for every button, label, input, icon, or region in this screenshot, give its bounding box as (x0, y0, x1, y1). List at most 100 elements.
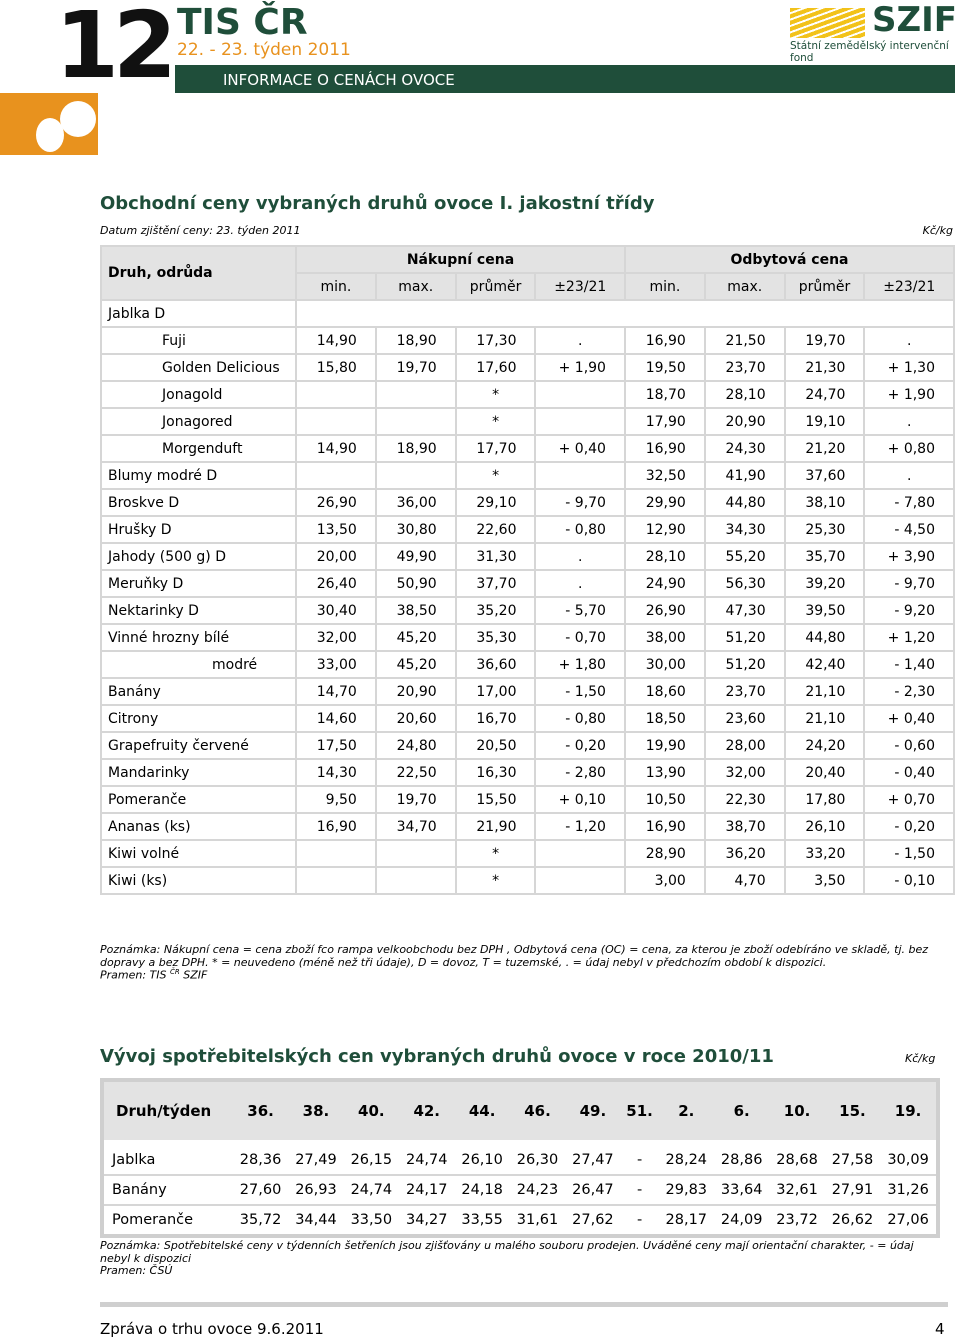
row: Jonagold * 18,70 28,10 24,70 + 1,90 (100, 380, 955, 409)
subhead: max. (374, 272, 457, 301)
cell: 42,40 (783, 650, 866, 679)
cell: 51,20 (703, 650, 786, 679)
cell: 16,90 (295, 812, 377, 841)
cell: 51,20 (703, 623, 786, 652)
cell: 37,60 (783, 461, 866, 490)
week: 38. (288, 1080, 344, 1140)
cell: 27,49 (288, 1140, 344, 1176)
source: SZIF (183, 968, 208, 982)
week: 6. (713, 1080, 770, 1140)
cell: 17,60 (454, 353, 537, 382)
cell: 18,50 (623, 704, 706, 733)
week: 19. (880, 1080, 938, 1140)
cell: 28,24 (658, 1140, 714, 1176)
cell: 35,20 (454, 596, 537, 625)
cell: 44,80 (783, 623, 866, 652)
cell: 20,90 (703, 407, 786, 436)
cell: 32,00 (295, 623, 377, 652)
cell: 16,30 (454, 758, 537, 787)
cell: 19,70 (374, 353, 457, 382)
row: Vinné hrozny bílé 32,00 45,20 35,30- 0,70 38… (100, 623, 955, 652)
row: Blumy modré D * 32,50 41,90 37,60. (100, 461, 955, 490)
cell: - 0,80 (534, 515, 626, 544)
cell: 24,90 (623, 569, 706, 598)
cell: 24,74 (343, 1175, 400, 1206)
brand: TIS ČR (177, 2, 308, 43)
cell: 21,10 (783, 677, 866, 706)
cell: 17,00 (454, 677, 537, 706)
cell: . (534, 542, 626, 571)
cell: 18,60 (623, 677, 706, 706)
cell: - 0,60 (863, 731, 955, 760)
cell: 13,90 (623, 758, 706, 787)
table1-note: Poznámka: Nákupní cena = cena zboží fco … (100, 943, 929, 969)
cell: . (863, 407, 955, 436)
cell: 15,80 (295, 353, 377, 382)
table2-source: Pramen: ČSÚ (100, 1264, 173, 1277)
header-bar: INFORMACE O CENÁCH OVOCE (175, 65, 955, 93)
name: Vinné hrozny bílé (100, 623, 297, 652)
cell: 15,50 (454, 785, 537, 814)
cell: 3,00 (623, 866, 706, 895)
name: Nektarinky D (100, 596, 297, 625)
row: Golden Delicious 15,80 19,70 17,60 + 1,90 19,… (100, 353, 955, 382)
cell: 21,20 (783, 434, 866, 463)
name: Jonagold (100, 380, 297, 409)
cell: 19,70 (374, 785, 457, 814)
week: 42. (399, 1080, 455, 1140)
cell: + 1,90 (863, 380, 955, 409)
cell: 3,50 (783, 866, 866, 895)
cell: . (534, 569, 626, 598)
cell: 21,30 (783, 353, 866, 382)
name: Morgenduft (100, 434, 297, 463)
group-head: Nákupní cena (295, 245, 626, 274)
cell: 24,80 (374, 731, 457, 760)
cell: 41,90 (703, 461, 786, 490)
week: 51. (620, 1080, 659, 1140)
cell: 36,60 (454, 650, 537, 679)
cell: . (863, 326, 955, 355)
table1-source: Pramen: TIS ČR SZIF (100, 968, 207, 982)
cell: 20,00 (295, 542, 377, 571)
cell: - 0,20 (863, 812, 955, 841)
cell: + 1,30 (863, 353, 955, 382)
cell: + 0,80 (863, 434, 955, 463)
unit: Kč/kg (905, 1052, 936, 1065)
name: Jablka D (100, 299, 297, 328)
cell: - 9,20 (863, 596, 955, 625)
cell: - 5,70 (534, 596, 626, 625)
cell: * (454, 866, 537, 895)
week: 2. (658, 1080, 714, 1140)
cell: - 9,70 (863, 569, 955, 598)
name: Jahody (500 g) D (100, 542, 297, 571)
cell: 47,30 (703, 596, 786, 625)
cell: 17,80 (783, 785, 866, 814)
cell: + 0,40 (534, 434, 626, 463)
cell: 38,00 (623, 623, 706, 652)
cell: + 0,40 (863, 704, 955, 733)
cell: 33,55 (454, 1205, 510, 1237)
subhead: ±23/21 (863, 272, 955, 301)
group-head: Odbytová cena (623, 245, 956, 274)
cell: 38,70 (703, 812, 786, 841)
row: Jablka 28,36 27,49 26,15 24,74 26,10 26,30 27,4… (102, 1140, 938, 1176)
cell: 36,20 (703, 839, 786, 868)
cell: 18,90 (374, 434, 457, 463)
cell: 29,10 (454, 488, 537, 517)
name: Golden Delicious (100, 353, 297, 382)
cell: 32,61 (769, 1175, 825, 1206)
cell: 31,61 (509, 1205, 566, 1237)
cell: 28,90 (623, 839, 706, 868)
cell: 19,70 (783, 326, 866, 355)
cell: 26,90 (623, 596, 706, 625)
fruit-svg (36, 101, 96, 152)
cell: 19,90 (623, 731, 706, 760)
cell: 24,23 (509, 1175, 566, 1206)
cell: - 0,80 (534, 704, 626, 733)
name: Kiwi (ks) (100, 866, 297, 895)
name: Citrony (100, 704, 297, 733)
cell: 33,20 (783, 839, 866, 868)
cell: 34,44 (288, 1205, 344, 1237)
cell: 35,30 (454, 623, 537, 652)
cell: 24,17 (399, 1175, 455, 1206)
